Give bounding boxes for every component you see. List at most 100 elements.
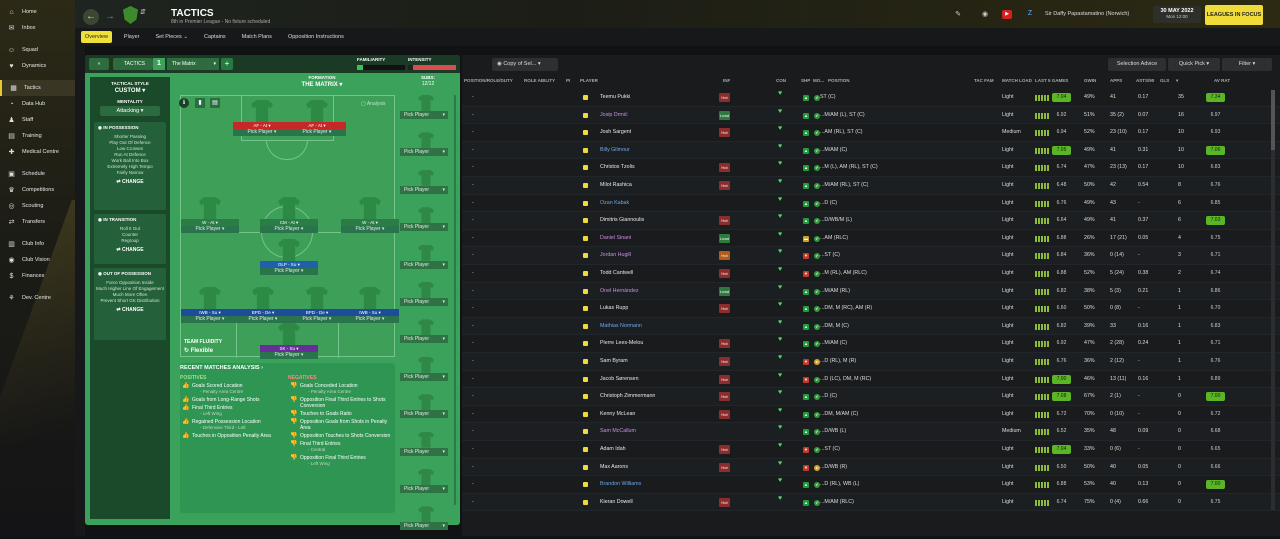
add-tactic-button[interactable]: + xyxy=(221,58,233,70)
column-header[interactable]: MO... xyxy=(813,78,824,83)
player-name[interactable]: Ozan Kabak xyxy=(600,199,630,206)
column-header[interactable]: PI xyxy=(566,78,571,83)
analysis-item[interactable]: 👍 Regained Possession Location - Defensive… xyxy=(182,419,280,431)
sidebar-item-club-info[interactable]: ▥ Club Info xyxy=(0,236,75,252)
role-dropdown[interactable]: BPD - De ▾ xyxy=(234,309,292,316)
analysis-item[interactable]: 👍 Final Third Entries - Left Wing xyxy=(182,405,280,417)
column-header[interactable]: POSITION/ROLE/DUTY xyxy=(464,78,513,83)
tab-player[interactable]: Player xyxy=(123,34,140,40)
pick-player-dropdown[interactable]: Pick Player ▾ xyxy=(260,268,318,275)
table-row[interactable]: - Josip Drmić Lead ♥ ▲ ✔ ...M/AM (L), ST (C) Li… xyxy=(462,106,1280,125)
column-header[interactable]: POSITION xyxy=(828,78,850,83)
table-row[interactable]: - Christoph Zimmermann Hot ♥ ▲ ✔ ...D (C) Light… xyxy=(462,388,1280,406)
role-dropdown[interactable]: DLP - Su ▾ xyxy=(260,261,318,268)
table-row[interactable]: - Kieran Dowell Hot ♥ ▲ ✔ ...M/AM (RLC) Light 6.… xyxy=(462,493,1280,512)
sub-pick-player[interactable]: Pick Player ▾ xyxy=(400,298,448,306)
table-row[interactable]: - Pierre Lees-Melou Hot ♥ ▲ ✔ ...M/AM (C) Light… xyxy=(462,335,1280,353)
analysis-item[interactable]: 👎 Touches to Goals Ratio xyxy=(290,411,394,417)
view-dropdown[interactable]: ◉ Copy of Sel... ▾ xyxy=(492,58,558,71)
sub-slot[interactable]: Pick Player ▾ xyxy=(400,207,452,237)
pitch-player-slot[interactable]: BPD - De ▾ Pick Player ▾ xyxy=(288,287,346,323)
player-name[interactable]: Josh Sargent xyxy=(600,129,632,136)
analysis-item[interactable]: 👍 Touches in Opposition Penalty Area xyxy=(182,433,280,439)
collapse-icon[interactable]: « xyxy=(89,58,109,70)
pitch-player-slot[interactable]: AF - At ▾ Pick Player ▾ xyxy=(288,100,346,136)
player-name[interactable]: Jacob Sørensen xyxy=(600,375,639,382)
player-name[interactable]: Mathias Normann xyxy=(600,322,642,329)
position-slot[interactable]: - xyxy=(472,481,474,488)
player-name[interactable]: Daniel Sinani xyxy=(600,234,632,241)
table-row[interactable]: - Lukas Rupp Hot ♥ ▲ ✔ ...DM, M (RC), AM (R) Li… xyxy=(462,300,1280,318)
pitch-player-slot[interactable]: CM - At ▾ Pick Player ▾ xyxy=(260,197,318,233)
position-slot[interactable]: - xyxy=(472,199,474,206)
table-row[interactable]: - Brandon Williams ♥ ▲ ✔ ...D (RL), WB (L) Lig… xyxy=(462,476,1280,494)
pitch-player-slot[interactable]: DLP - Su ▾ Pick Player ▾ xyxy=(260,239,318,275)
player-name[interactable]: Jordan Hugill xyxy=(600,252,631,259)
position-slot[interactable]: - xyxy=(472,111,474,118)
position-slot[interactable]: - xyxy=(472,446,474,452)
player-name[interactable]: Kieran Dowell xyxy=(600,498,633,505)
sidebar-item-dev-centre[interactable]: ⚘ Dev. Centre xyxy=(0,290,75,306)
column-header[interactable]: PLAYER xyxy=(580,78,598,83)
sub-slot[interactable]: Pick Player ▾ xyxy=(400,506,452,536)
position-slot[interactable]: - xyxy=(472,322,474,329)
player-name[interactable]: Dimitris Giannoulis xyxy=(600,217,645,224)
pick-player-dropdown[interactable]: Pick Player ▾ xyxy=(234,316,292,323)
pick-player-dropdown[interactable]: Pick Player ▾ xyxy=(260,352,318,359)
column-header[interactable]: CON xyxy=(776,78,786,83)
sub-slot[interactable]: Pick Player ▾ xyxy=(400,394,452,424)
table-row[interactable]: - Sam Byram Hot ♥ ▼ ▸ ...D (RL), M (R) Light 6.7… xyxy=(462,353,1280,371)
pitch-player-slot[interactable]: W - At ▾ Pick Player ▾ xyxy=(181,197,239,233)
table-row[interactable]: - Milot Rashica Hot ♥ ▲ ✔ ...M/AM (RL), ST (C)… xyxy=(462,177,1280,195)
role-dropdown[interactable]: IWB - Su ▾ xyxy=(341,309,399,316)
filter-dropdown[interactable]: Filter ▾ xyxy=(1222,58,1272,71)
player-name[interactable]: Christoph Zimmermann xyxy=(600,393,656,400)
player-name[interactable]: Lukas Rupp xyxy=(600,305,629,312)
position-slot[interactable]: - xyxy=(472,234,474,241)
intensity-bar[interactable] xyxy=(408,65,456,70)
role-dropdown[interactable]: CM - At ▾ xyxy=(260,219,318,226)
pick-player-dropdown[interactable]: Pick Player ▾ xyxy=(233,129,291,136)
pick-player-dropdown[interactable]: Pick Player ▾ xyxy=(288,129,346,136)
pitch-player-slot[interactable]: IWB - Su ▾ Pick Player ▾ xyxy=(341,287,399,323)
sub-pick-player[interactable]: Pick Player ▾ xyxy=(400,485,448,493)
player-name[interactable]: Sam McCallum xyxy=(600,428,636,435)
tactic-name-dropdown[interactable]: The Matrix ▾ xyxy=(167,58,219,70)
position-slot[interactable]: - xyxy=(472,428,474,435)
position-slot[interactable]: - xyxy=(472,252,474,259)
analysis-item[interactable]: 👎 Opposition Touches to Shots Conversion xyxy=(290,433,394,439)
tab-opposition-instructions[interactable]: Opposition Instructions xyxy=(287,34,344,40)
sub-pick-player[interactable]: Pick Player ▾ xyxy=(400,410,448,419)
sidebar-item-training[interactable]: ▤ Training xyxy=(0,128,75,144)
tab-match-plans[interactable]: Match Plans xyxy=(241,34,272,40)
position-slot[interactable]: - xyxy=(472,375,474,382)
sub-pick-player[interactable]: Pick Player ▾ xyxy=(400,185,448,194)
pitch-player-slot[interactable]: W - At ▾ Pick Player ▾ xyxy=(341,197,399,233)
sidebar-item-staff[interactable]: ♟ Staff xyxy=(0,112,75,128)
position-slot[interactable]: - xyxy=(472,340,474,347)
sub-pick-player[interactable]: Pick Player ▾ xyxy=(400,447,448,456)
player-name[interactable]: Christos Tzolis xyxy=(600,164,635,171)
position-slot[interactable]: - xyxy=(472,287,474,294)
tactical-style-dropdown[interactable]: CUSTOM ▾ xyxy=(114,88,146,94)
player-name[interactable]: Max Aarons xyxy=(600,463,628,470)
position-slot[interactable]: - xyxy=(472,393,474,400)
sidebar-item-medical-centre[interactable]: ✚ Medical Centre xyxy=(0,144,75,160)
analysis-item[interactable]: 👎 Opposition Goals from Shots in Penalty … xyxy=(290,419,394,431)
globe-icon[interactable]: ◉ xyxy=(981,11,989,18)
analysis-item[interactable]: 👍 Goals Scored Location - Penalty Area Cen… xyxy=(182,383,280,395)
position-slot[interactable]: - xyxy=(472,410,474,417)
familiarity-bar[interactable] xyxy=(357,65,405,70)
column-header[interactable]: GWIN xyxy=(1084,78,1097,83)
table-row[interactable]: - Teemu Pukki Hot ♥ ▲ ✔ ST (C) Light 7.04 49% 41 0.… xyxy=(462,89,1280,107)
video-icon[interactable]: ▶ xyxy=(1002,10,1012,19)
sub-slot[interactable]: Pick Player ▾ xyxy=(400,431,452,462)
table-row[interactable]: - Jacob Sørensen Hot ♥ ▼ ✔ ...D (LC), DM, M (R… xyxy=(462,371,1280,389)
back-arrow-icon[interactable]: ← xyxy=(83,9,99,25)
position-slot[interactable]: - xyxy=(472,305,474,312)
table-row[interactable]: - Billy Gilmour ♥ ▲ ✔ ...M/AM (C) Light 7.05 49%… xyxy=(462,141,1280,160)
pitch-player-slot[interactable]: BPD - De ▾ Pick Player ▾ xyxy=(234,287,292,323)
column-header[interactable]: SHP xyxy=(801,78,811,83)
recent-matches-title[interactable]: RECENT MATCHES ANALYSIS › xyxy=(180,365,263,371)
table-row[interactable]: - Sam McCallum ♥ ▲ ✔ ...D/WB (L) Medium 6.52 35%… xyxy=(462,423,1280,441)
